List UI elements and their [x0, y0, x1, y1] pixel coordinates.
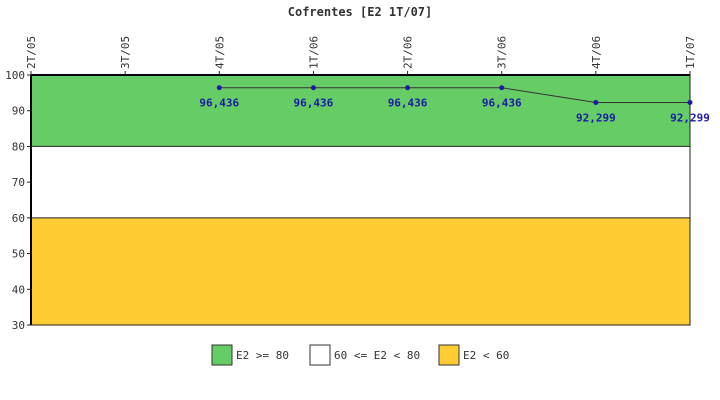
band-0 [31, 75, 690, 147]
data-point-7 [687, 100, 693, 106]
x-tick-label-5: 3T/06 [496, 36, 509, 69]
band-1 [31, 146, 690, 218]
x-tick-label-7: 1T/07 [684, 36, 697, 69]
y-tick-label-2: 50 [12, 248, 25, 261]
x-tick-label-4: 2T/06 [402, 36, 415, 69]
y-tick-label-7: 100 [5, 69, 25, 82]
legend-label-2: E2 < 60 [463, 349, 509, 362]
data-point-2 [216, 85, 222, 91]
y-tick-label-4: 70 [12, 176, 25, 189]
data-point-3 [310, 85, 316, 91]
x-tick-label-2: 4T/05 [213, 36, 226, 69]
data-label-6: 92,299 [576, 112, 616, 125]
data-label-5: 96,436 [482, 97, 522, 110]
data-label-2: 96,436 [199, 97, 239, 110]
data-point-4 [405, 85, 411, 91]
series-layer: 96,436 96,436 96,436 96,436 92,299 92,299 [199, 85, 710, 125]
data-label-4: 96,436 [388, 97, 428, 110]
y-tick-label-3: 60 [12, 212, 25, 225]
y-tick-label-0: 30 [12, 319, 25, 332]
legend-swatch-1 [309, 344, 331, 366]
x-tick-label-1: 3T/05 [119, 36, 132, 69]
y-tick-label-6: 90 [12, 105, 25, 118]
y-tick-label-5: 80 [12, 140, 25, 153]
data-label-7: 92,299 [670, 112, 710, 125]
y-tick-label-1: 40 [12, 283, 25, 296]
legend-swatch-0 [211, 344, 233, 366]
legend-label-1: 60 <= E2 < 80 [334, 349, 420, 362]
band-2 [31, 217, 690, 325]
data-label-3: 96,436 [294, 97, 334, 110]
x-tick-label-0: 2T/05 [25, 36, 38, 69]
legend-swatch-2 [438, 344, 460, 366]
x-tick-label-6: 4T/06 [590, 36, 603, 69]
bands-layer [31, 75, 690, 325]
chart-title: Cofrentes [E2 1T/07] [288, 5, 433, 19]
x-tick-label-3: 1T/06 [307, 36, 320, 69]
legend: E2 >= 80 60 <= E2 < 80 E2 < 60 [211, 344, 509, 366]
legend-label-0: E2 >= 80 [236, 349, 289, 362]
series-line-0 [219, 87, 690, 104]
data-point-6 [593, 100, 599, 106]
data-point-5 [499, 85, 505, 91]
